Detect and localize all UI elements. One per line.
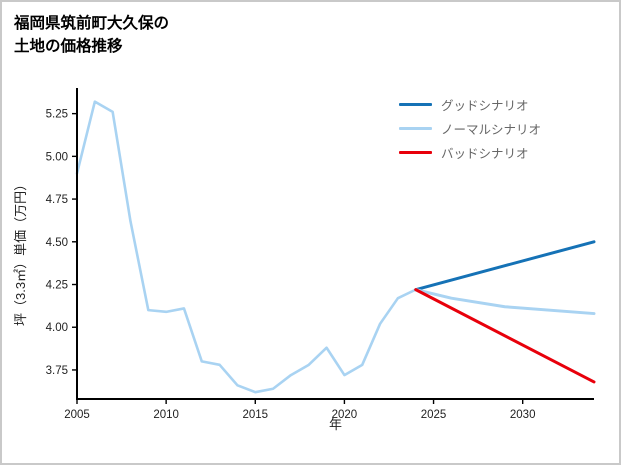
series-good-scenario (414, 240, 596, 292)
y-tick-label: 5.00 (46, 151, 68, 163)
legend-item-bad: バッドシナリオ (399, 140, 541, 164)
y-axis-label: 坪（3.3㎡）単価（万円） (13, 177, 28, 326)
legend-label-normal: ノーマルシナリオ (441, 122, 542, 137)
series-normal-scenario (414, 288, 596, 316)
legend-line-bad-icon (399, 150, 432, 154)
chart-title: 福岡県筑前町大久保の 土地の価格推移 (14, 12, 169, 59)
chart-title-line2: 土地の価格推移 (14, 38, 123, 56)
legend-label-good: グッドシナリオ (441, 98, 529, 113)
chart-title-line1: 福岡県筑前町大久保の (14, 15, 170, 32)
x-tick-label: 2005 (64, 409, 90, 421)
y-tick-label: 4.25 (46, 280, 68, 292)
y-tick-label: 4.00 (46, 322, 68, 334)
x-axis-label: 年 (328, 417, 342, 432)
legend-line-normal-icon (399, 126, 432, 130)
y-tick-label: 3.75 (46, 365, 68, 377)
x-tick-label: 2020 (332, 409, 358, 421)
legend-label-bad: バッドシナリオ (441, 146, 529, 161)
x-tick-label: 2025 (421, 409, 447, 421)
legend-item-good: グッドシナリオ (399, 92, 541, 116)
series-bad-scenario (414, 288, 596, 384)
x-tick-label: 2015 (242, 409, 268, 421)
x-tick-label: 2010 (153, 409, 179, 421)
x-tick-label: 2030 (510, 409, 536, 421)
chart-legend: グッドシナリオ ノーマルシナリオ バッドシナリオ (399, 92, 541, 164)
legend-item-normal: ノーマルシナリオ (399, 116, 541, 140)
y-tick-label: 4.75 (46, 194, 68, 206)
axis-spines (76, 88, 594, 400)
series-history (75, 100, 418, 394)
y-tick-label: 5.25 (46, 109, 68, 121)
legend-line-good-icon (399, 102, 432, 106)
y-tick-label: 4.50 (46, 237, 68, 249)
